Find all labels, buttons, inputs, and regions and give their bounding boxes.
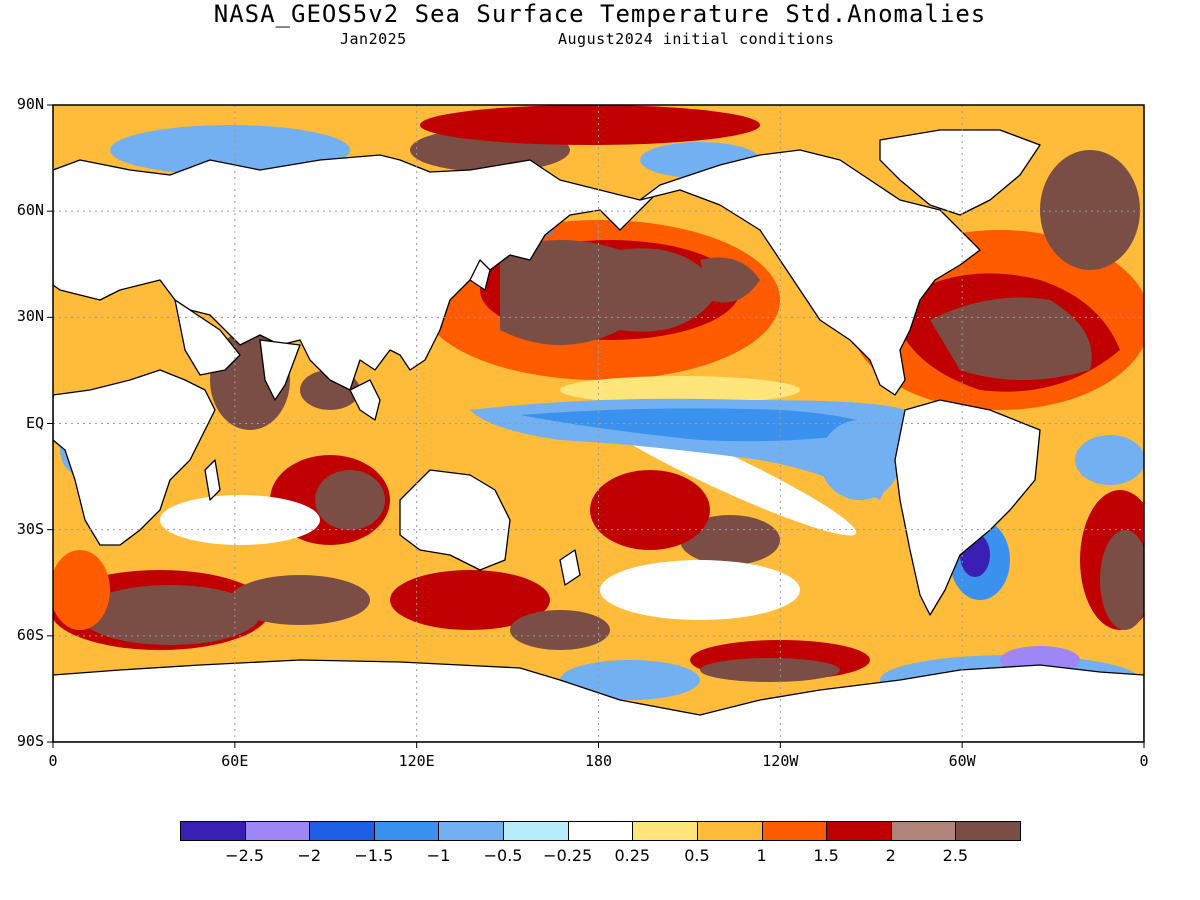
- latitude-label: EQ: [25, 413, 44, 432]
- latitude-label: 30S: [16, 519, 44, 538]
- valid-month-label: Jan2025: [340, 30, 407, 48]
- longitude-label: 0: [48, 752, 58, 770]
- japan: [469, 259, 491, 291]
- south-america: [894, 399, 1041, 616]
- greenland: [879, 129, 1041, 216]
- colorbar-tick-label: 0.5: [684, 846, 710, 865]
- colorbar-tick-label: −0.25: [543, 846, 593, 865]
- colorbar-swatch: [180, 821, 246, 841]
- colorbar-tick-label: −1.5: [354, 846, 394, 865]
- axis-ticks: [47, 104, 1145, 748]
- arabia: [174, 299, 241, 376]
- latitude-label: 60S: [16, 625, 44, 644]
- longitude-label: 0: [1139, 752, 1149, 770]
- longitude-label: 60W: [948, 752, 976, 770]
- india: [259, 339, 301, 401]
- longitude-label: 120E: [398, 752, 435, 770]
- colorbar-tick-label: −2.5: [225, 846, 265, 865]
- latitude-label: 30N: [16, 307, 44, 326]
- colorbar-tick-label: 1.5: [813, 846, 839, 865]
- colorbar-swatch: [826, 821, 892, 841]
- new-zealand: [559, 549, 581, 586]
- colorbar-tick-label: 1: [756, 846, 767, 865]
- ocean-field: [53, 105, 1144, 742]
- australia: [399, 469, 511, 571]
- colorbar-swatch: [890, 821, 957, 841]
- init-conditions-label: August2024 initial conditions: [558, 30, 835, 48]
- colorbar-tick-label: −0.5: [483, 846, 523, 865]
- colorbar-tick-label: 2.5: [942, 846, 969, 865]
- colorbar-tick-label: 0.25: [614, 846, 651, 865]
- southeast-asia: [349, 379, 381, 421]
- colorbar-tick-label: −1: [426, 846, 451, 865]
- latitude-label: 60N: [16, 201, 44, 220]
- latitude-label: 90S: [16, 732, 44, 750]
- colorbar-swatch: [438, 821, 505, 841]
- colorbar-swatch: [244, 821, 311, 841]
- warm-anomaly-regions: [53, 105, 1144, 682]
- madagascar: [204, 459, 221, 501]
- graticule: [53, 105, 1144, 742]
- colorbar-tick-label: 2: [885, 846, 896, 865]
- africa: [53, 369, 216, 546]
- colorbar-swatch: [309, 821, 375, 841]
- colorbar-swatch: [696, 821, 763, 841]
- longitude-label: 180: [584, 752, 613, 770]
- colorbar-swatch: [503, 821, 569, 841]
- longitude-label: 60E: [221, 752, 249, 770]
- colorbar-swatch: [761, 821, 828, 841]
- colorbar-swatch: [632, 821, 698, 841]
- colorbar-swatch: [567, 821, 634, 841]
- colorbar-swatch: [373, 821, 440, 841]
- sst-anomaly-map: [47, 104, 1145, 748]
- colorbar-swatch: [955, 821, 1021, 841]
- cool-anomaly-regions: [60, 125, 1144, 705]
- colorbar-tick-label: −2: [297, 846, 322, 865]
- chart-title: NASA_GEOS5v2 Sea Surface Temperature Std…: [213, 0, 987, 28]
- longitude-label: 120W: [762, 752, 799, 770]
- latitude-label: 90N: [16, 95, 44, 113]
